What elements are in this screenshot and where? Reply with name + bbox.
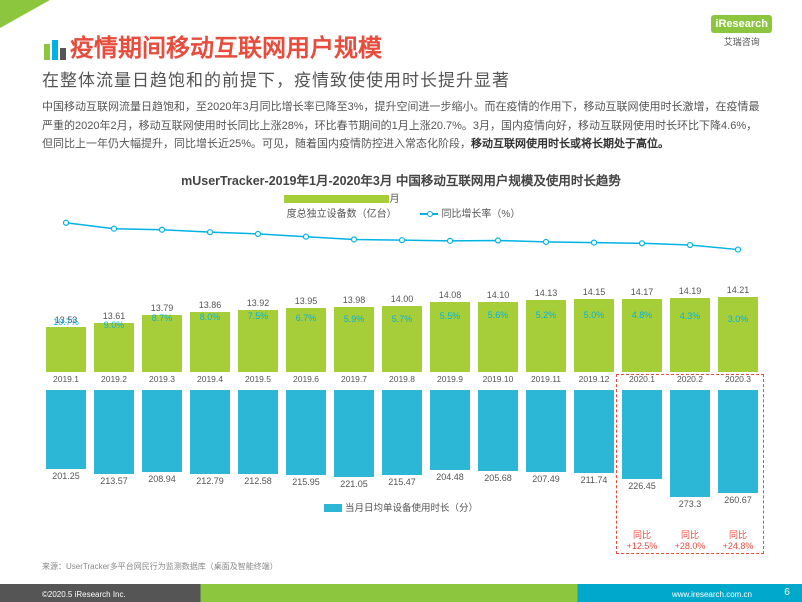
growth-label: 8.7% [139, 313, 185, 323]
x-label: 2019.6 [282, 374, 330, 384]
device-value: 13.79 [139, 303, 185, 313]
x-label: 2019.2 [90, 374, 138, 384]
growth-label: 5.7% [379, 314, 425, 324]
growth-label: 5.5% [427, 311, 473, 321]
x-axis: 2019.12019.22019.32019.42019.52019.62019… [42, 374, 762, 384]
growth-label: 9.0% [91, 320, 137, 330]
device-bar [142, 315, 182, 372]
x-label: 2019.10 [474, 374, 522, 384]
device-bar [718, 297, 758, 372]
growth-label: 4.3% [667, 311, 713, 321]
growth-label: 5.6% [475, 310, 521, 320]
duration-bar [478, 390, 518, 471]
logo-brand: iResearch [711, 15, 772, 33]
footer-url: www.iresearch.com.cn [672, 590, 752, 599]
duration-value: 215.47 [379, 477, 425, 487]
duration-bar [622, 390, 662, 479]
device-value: 13.95 [283, 296, 329, 306]
growth-label: 5.2% [523, 310, 569, 320]
x-label: 2019.5 [234, 374, 282, 384]
device-bar [670, 298, 710, 372]
device-value: 14.10 [475, 290, 521, 300]
yoy-label: 同比+24.8% [714, 530, 762, 552]
growth-label: 5.0% [571, 310, 617, 320]
duration-bar [286, 390, 326, 475]
top-chart: 10.7%13.539.0%13.618.7%13.798.0%13.867.5… [42, 206, 762, 372]
duration-value: 212.79 [187, 476, 233, 486]
yoy-label: 同比+28.0% [666, 530, 714, 552]
x-label: 2019.12 [570, 374, 618, 384]
duration-bar [238, 390, 278, 474]
duration-value: 207.49 [523, 474, 569, 484]
duration-value: 204.48 [427, 472, 473, 482]
duration-bar [46, 390, 86, 469]
device-value: 14.00 [379, 294, 425, 304]
logo: iResearch 艾瑞咨询 [711, 14, 772, 48]
x-label: 2019.3 [138, 374, 186, 384]
source-text: 来源：UserTracker多平台网民行为监测数据库（桌面及智能终端） [42, 561, 278, 572]
duration-bar [526, 390, 566, 472]
subtitle: 在整体流量日趋饱和的前提下，疫情致使使用时长提升显著 [42, 66, 510, 91]
yoy-label: 同比+12.5% [618, 530, 666, 552]
body-text: 中国移动互联网流量日趋饱和，至2020年3月同比增长率已降至3%，提升空间进一步… [42, 98, 762, 154]
duration-bar [190, 390, 230, 474]
device-value: 13.98 [331, 295, 377, 305]
duration-bar [670, 390, 710, 497]
x-label: 2019.1 [42, 374, 90, 384]
growth-label: 6.7% [283, 313, 329, 323]
chart-title: mUserTracker-2019年1月-2020年3月 中国移动互联网用户规模… [0, 170, 802, 189]
duration-bar [142, 390, 182, 472]
x-label: 2020.1 [618, 374, 666, 384]
growth-label: 10.7% [43, 317, 89, 327]
duration-value: 213.57 [91, 476, 137, 486]
device-value: 14.19 [667, 286, 713, 296]
x-label: 2020.2 [666, 374, 714, 384]
growth-label: 3.0% [715, 314, 761, 324]
device-value: 14.08 [427, 290, 473, 300]
duration-bar [574, 390, 614, 473]
device-value: 14.17 [619, 287, 665, 297]
chart-legend-bottom: 当月日均单设备使用时长（分） [0, 500, 802, 514]
title-accent-icon [42, 38, 66, 62]
device-bar [94, 323, 134, 372]
duration-bar [382, 390, 422, 475]
device-bar [46, 327, 86, 372]
growth-label: 8.0% [187, 312, 233, 322]
duration-value: 215.95 [283, 477, 329, 487]
duration-value: 211.74 [571, 475, 617, 485]
page-title: 疫情期间移动互联网用户规模 [42, 28, 382, 63]
device-value: 14.13 [523, 288, 569, 298]
x-label: 2019.11 [522, 374, 570, 384]
corner-accent [0, 0, 50, 28]
x-label: 2019.9 [426, 374, 474, 384]
duration-value: 226.45 [619, 481, 665, 491]
x-label: 2019.4 [186, 374, 234, 384]
logo-sub: 艾瑞咨询 [711, 35, 772, 48]
footer-page: 6 [772, 584, 802, 602]
device-value: 14.15 [571, 287, 617, 297]
growth-label: 4.8% [619, 310, 665, 320]
device-value: 14.21 [715, 285, 761, 295]
x-label: 2019.7 [330, 374, 378, 384]
device-value: 13.92 [235, 298, 281, 308]
duration-value: 201.25 [43, 471, 89, 481]
growth-label: 7.5% [235, 311, 281, 321]
duration-value: 205.68 [475, 473, 521, 483]
duration-bar [94, 390, 134, 474]
x-label: 2020.3 [714, 374, 762, 384]
duration-value: 221.05 [331, 479, 377, 489]
footer-copyright: ©2020.5 iResearch Inc. [42, 590, 126, 599]
duration-value: 212.58 [235, 476, 281, 486]
duration-bar [430, 390, 470, 470]
device-value: 13.86 [187, 300, 233, 310]
duration-bar [718, 390, 758, 493]
growth-label: 5.9% [331, 314, 377, 324]
duration-bar [334, 390, 374, 477]
x-label: 2019.8 [378, 374, 426, 384]
duration-value: 208.94 [139, 474, 185, 484]
